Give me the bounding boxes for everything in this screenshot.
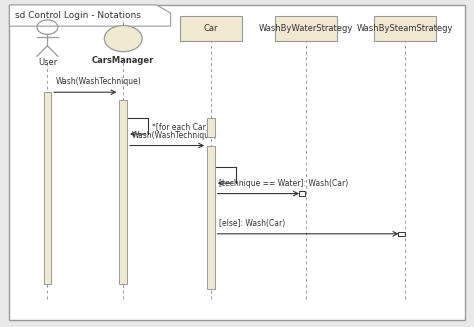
Bar bbox=[207, 146, 215, 289]
Bar bbox=[374, 16, 436, 41]
Text: [technique == Water]: Wash(Car): [technique == Water]: Wash(Car) bbox=[219, 179, 349, 188]
Text: Wash(WashTechnique): Wash(WashTechnique) bbox=[56, 77, 142, 86]
Circle shape bbox=[104, 26, 142, 52]
Text: WashBySteamStrategy: WashBySteamStrategy bbox=[357, 24, 454, 33]
Bar bbox=[275, 16, 337, 41]
Text: sd Control Login - Notations: sd Control Login - Notations bbox=[15, 11, 141, 20]
Bar bbox=[398, 232, 404, 236]
Bar bbox=[180, 16, 242, 41]
Text: User: User bbox=[38, 58, 57, 67]
Polygon shape bbox=[9, 5, 171, 26]
Text: Wash(WashTechnique): Wash(WashTechnique) bbox=[132, 130, 218, 140]
Bar bbox=[119, 100, 127, 284]
Text: [else]: Wash(Car): [else]: Wash(Car) bbox=[219, 219, 286, 228]
Text: WashByWaterStrategy: WashByWaterStrategy bbox=[258, 24, 353, 33]
Text: *[for each Car]:: *[for each Car]: bbox=[152, 122, 211, 131]
Text: Car: Car bbox=[204, 24, 218, 33]
Bar bbox=[207, 118, 215, 137]
Text: CarsManager: CarsManager bbox=[92, 56, 155, 65]
Bar bbox=[299, 192, 305, 196]
Bar bbox=[44, 92, 51, 284]
